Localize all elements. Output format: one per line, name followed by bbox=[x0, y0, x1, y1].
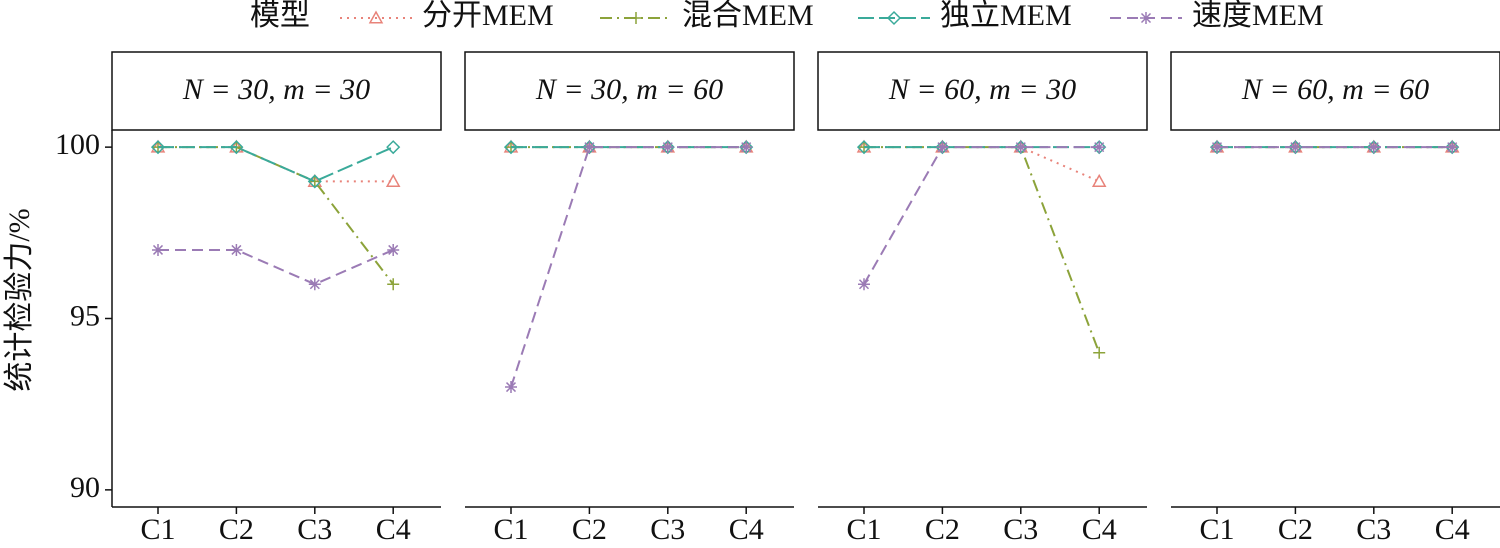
marker bbox=[387, 278, 400, 291]
marker bbox=[368, 10, 384, 24]
marker bbox=[1093, 346, 1106, 359]
y-tick-label: 90 bbox=[70, 471, 100, 504]
facet-title: N = 30, m = 60 bbox=[535, 73, 723, 106]
x-tick-label: C2 bbox=[925, 513, 960, 546]
x-tick-label: C2 bbox=[1278, 513, 1313, 546]
facet-strip bbox=[111, 51, 442, 131]
marker bbox=[386, 140, 401, 155]
x-tick-label: C1 bbox=[493, 513, 528, 546]
facet-title: N = 60, m = 30 bbox=[888, 73, 1076, 106]
y-tick-label: 100 bbox=[55, 128, 100, 161]
marker bbox=[385, 173, 401, 187]
x-tick-label: C3 bbox=[650, 513, 685, 546]
marker bbox=[1211, 141, 1223, 154]
marker bbox=[630, 12, 642, 24]
x-tick-label: C4 bbox=[1435, 513, 1470, 546]
marker bbox=[858, 278, 870, 291]
marker bbox=[661, 141, 674, 154]
x-tick-label: C2 bbox=[572, 513, 607, 546]
x-tick-label: C4 bbox=[1082, 513, 1117, 546]
marker bbox=[503, 140, 519, 155]
marker bbox=[936, 141, 949, 154]
x-tick-label: C1 bbox=[846, 513, 881, 546]
marker bbox=[387, 243, 400, 256]
marker bbox=[856, 140, 872, 155]
marker bbox=[1289, 141, 1302, 154]
x-tick-label: C3 bbox=[1356, 513, 1391, 546]
marker bbox=[229, 140, 244, 155]
marker bbox=[1091, 173, 1107, 187]
marker bbox=[307, 174, 322, 189]
x-tick-label: C1 bbox=[140, 513, 175, 546]
series-line bbox=[864, 146, 1101, 354]
series-line bbox=[158, 248, 394, 286]
series-line bbox=[158, 146, 394, 183]
marker bbox=[1014, 141, 1027, 154]
marker bbox=[740, 141, 753, 154]
facet-strip bbox=[817, 51, 1148, 131]
marker bbox=[230, 243, 243, 256]
marker bbox=[308, 175, 321, 188]
marker bbox=[1446, 141, 1459, 154]
marker bbox=[505, 381, 517, 394]
facet-strip bbox=[1170, 51, 1500, 131]
series-line bbox=[863, 146, 1100, 285]
marker bbox=[308, 278, 321, 291]
legend-title: 模型 bbox=[250, 0, 310, 32]
legend-label: 速度MEM bbox=[1192, 0, 1324, 32]
marker bbox=[583, 141, 596, 154]
x-tick-label: C3 bbox=[1003, 513, 1038, 546]
facet-title: N = 60, m = 60 bbox=[1241, 73, 1429, 106]
legend-label: 独立MEM bbox=[940, 0, 1072, 32]
x-tick-label: C3 bbox=[297, 513, 332, 546]
marker bbox=[886, 10, 902, 26]
y-tick-label: 95 bbox=[70, 299, 100, 332]
marker bbox=[150, 140, 166, 155]
marker bbox=[1093, 141, 1106, 154]
x-tick-label: C2 bbox=[219, 513, 254, 546]
legend-label: 分开MEM bbox=[422, 0, 554, 32]
x-tick-label: C4 bbox=[729, 513, 764, 546]
facet-strip bbox=[464, 51, 795, 131]
marker bbox=[1367, 141, 1380, 154]
marker bbox=[152, 243, 164, 256]
series-line bbox=[510, 146, 747, 388]
y-axis-label: 统计检验力/% bbox=[3, 208, 36, 391]
x-tick-label: C1 bbox=[1199, 513, 1234, 546]
legend-label: 混合MEM bbox=[682, 0, 814, 32]
marker bbox=[1140, 12, 1152, 24]
facet-title: N = 30, m = 30 bbox=[182, 73, 370, 106]
series-line bbox=[158, 146, 394, 285]
x-tick-label: C4 bbox=[376, 513, 411, 546]
series-line bbox=[864, 146, 1100, 183]
